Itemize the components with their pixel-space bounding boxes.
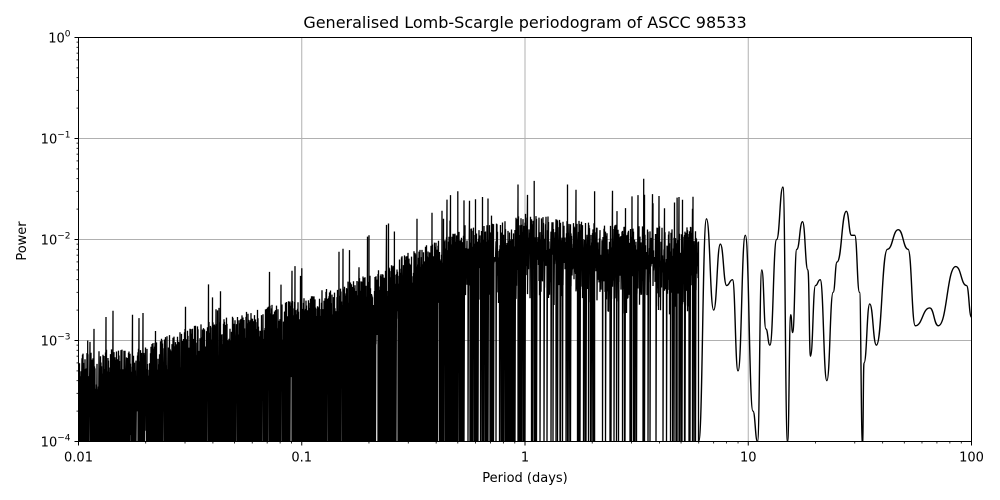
- noise-trace: [78, 178, 700, 442]
- y-tick-label: 10−2: [41, 232, 71, 249]
- x-tick-label: 100: [959, 451, 984, 466]
- x-axis-label: Period (days): [482, 471, 568, 486]
- y-tick-label: 10−1: [41, 131, 71, 148]
- x-tick-label: 1: [521, 451, 529, 466]
- x-axis-ticks: 0.01 0.1 1 10 100: [64, 441, 984, 466]
- x-tick-label: 0.1: [291, 451, 312, 466]
- y-axis-ticks: 100 10−1 10−2 10−3 10−4: [41, 30, 79, 451]
- periodogram-trace: [78, 178, 972, 442]
- x-tick-label: 0.01: [64, 451, 93, 466]
- y-tick-label: 100: [48, 30, 71, 47]
- y-tick-label: 10−3: [41, 333, 71, 350]
- y-axis-label: Power: [15, 221, 30, 261]
- x-tick-label: 10: [740, 451, 757, 466]
- plot-area: 0.01 0.1 1 10 100 100 10−1 10−2 10−3 10−4: [41, 30, 984, 466]
- chart-title: Generalised Lomb-Scargle periodogram of …: [303, 13, 746, 32]
- smooth-trace: [698, 186, 972, 442]
- y-tick-label: 10−4: [41, 434, 71, 451]
